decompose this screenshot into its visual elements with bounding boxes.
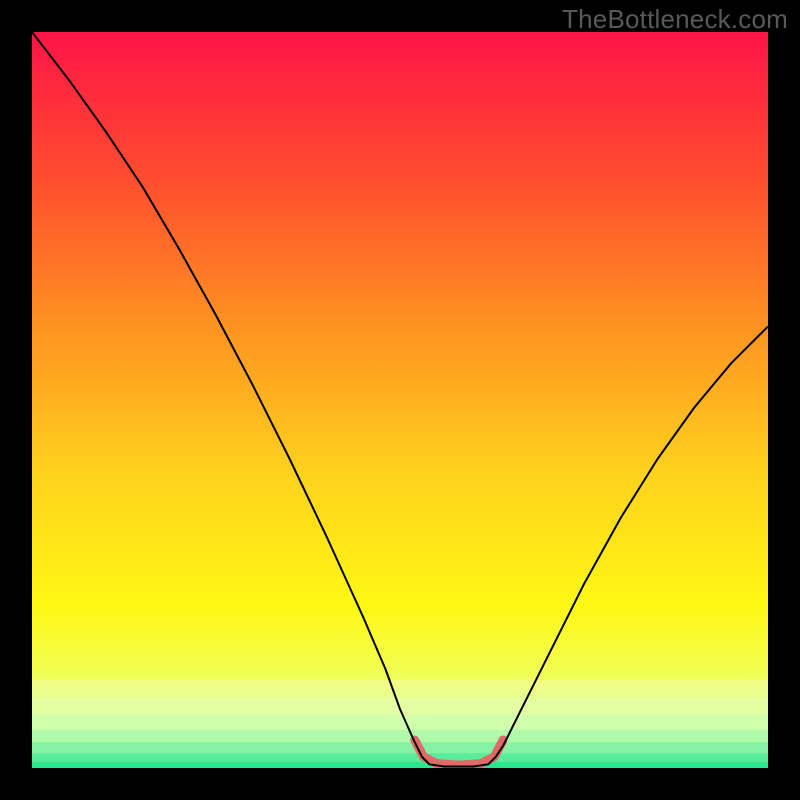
gradient-background: [32, 32, 768, 768]
bottleneck-chart: TheBottleneck.com: [0, 0, 800, 800]
watermark-label: TheBottleneck.com: [562, 4, 788, 35]
frame-side: [0, 0, 32, 800]
frame-side: [0, 768, 800, 800]
bottom-band: [32, 762, 768, 768]
chart-svg: [0, 0, 800, 800]
frame-side: [768, 0, 800, 800]
